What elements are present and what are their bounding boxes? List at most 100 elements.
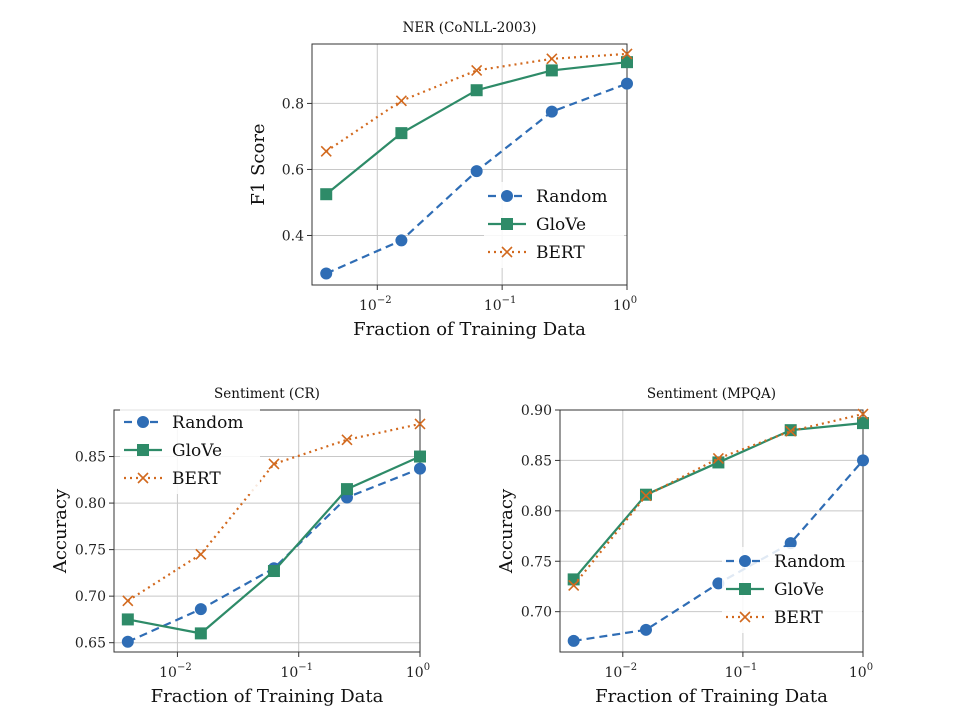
data-point-bert [568, 579, 580, 592]
y-axis-label: Accuracy [496, 488, 517, 574]
y-tick-label: 0.4 [282, 228, 304, 244]
x-tick-base: 10 [484, 298, 502, 314]
x-tick-base: 10 [406, 665, 424, 681]
x-tick-label: 10−1 [280, 662, 313, 681]
x-tick-exponent: −1 [298, 662, 313, 673]
x-tick-base: 10 [725, 665, 743, 681]
legend-marker-bert [739, 611, 751, 623]
chart-title: NER (CoNLL-2003) [403, 20, 537, 36]
y-axis-label: Accuracy [50, 488, 71, 574]
legend-marker-random [137, 416, 149, 428]
data-point-glove [320, 188, 333, 201]
x-tick-exponent: 0 [424, 662, 430, 673]
y-tick-label: 0.80 [75, 496, 106, 512]
legend: Random GloVe BERT [120, 408, 260, 494]
x-tick-label: 100 [849, 662, 873, 681]
data-point-bert [546, 53, 558, 65]
x-tick-base: 10 [849, 665, 867, 681]
series-line-bert [325, 52, 628, 153]
legend-marker-glove [137, 444, 149, 456]
x-tick-label: 10−1 [484, 295, 517, 314]
data-point-glove [121, 613, 134, 626]
data-point-bert [320, 145, 332, 157]
y-tick-label: 0.90 [521, 403, 552, 419]
data-point-bert [640, 490, 652, 502]
x-tick-base: 10 [359, 298, 377, 314]
legend-label-random: Random [172, 413, 244, 433]
x-tick-label: 10−2 [359, 295, 392, 314]
chart-title: Sentiment (CR) [214, 386, 320, 402]
y-tick-label: 0.75 [75, 543, 106, 559]
y-tick-label: 0.80 [521, 504, 552, 520]
legend-marker-random [501, 190, 513, 202]
x-tick-base: 10 [280, 665, 298, 681]
data-point-random [545, 105, 558, 118]
y-tick-label: 0.70 [75, 589, 106, 605]
data-point-bert [341, 434, 353, 446]
y-tick-label: 0.6 [282, 162, 304, 178]
legend-marker-random [739, 555, 751, 567]
chart-panel-3: 10−2 10−1 1000.700.750.800.850.90Sentiment… [496, 386, 873, 707]
x-axis-label: Fraction of Training Data [595, 686, 828, 707]
x-tick-label: 10−1 [725, 662, 758, 681]
legend-marker-bert [137, 472, 149, 484]
x-tick-exponent: −2 [622, 662, 637, 673]
data-point-bert [414, 418, 426, 430]
x-tick-label: 100 [613, 295, 637, 314]
data-point-bert [268, 458, 280, 470]
legend-marker-glove [501, 218, 513, 230]
x-tick-base: 10 [613, 298, 631, 314]
data-point-glove [340, 483, 353, 496]
y-tick-label: 0.70 [521, 605, 552, 621]
x-tick-base: 10 [159, 665, 177, 681]
x-tick-label: 10−2 [159, 662, 192, 681]
x-tick-exponent: −1 [742, 662, 757, 673]
y-tick-label: 0.65 [75, 636, 106, 652]
legend-label-bert: BERT [774, 608, 823, 628]
x-tick-label: 100 [406, 662, 430, 681]
data-point-bert [395, 95, 407, 107]
x-axis-label: Fraction of Training Data [151, 686, 384, 707]
data-point-glove [470, 84, 483, 97]
legend-label-glove: GloVe [172, 441, 222, 461]
data-point-glove [395, 127, 408, 140]
legend-marker-bert [501, 246, 513, 258]
data-point-glove [621, 56, 633, 69]
data-point-random [567, 634, 580, 647]
data-point-bert [857, 408, 869, 420]
data-point-glove [194, 627, 207, 640]
legend-label-bert: BERT [172, 469, 221, 489]
x-axis-label: Fraction of Training Data [353, 319, 586, 340]
legend-label-bert: BERT [536, 243, 585, 263]
legend-label-glove: GloVe [536, 215, 586, 235]
legend: Random GloVe BERT [484, 182, 624, 268]
data-point-random [784, 537, 797, 550]
x-tick-exponent: −2 [377, 295, 392, 306]
legend-label-glove: GloVe [774, 580, 824, 600]
data-point-random [121, 635, 134, 648]
chart-panel-2: 10−2 10−1 1000.650.700.750.800.85Sentiment… [50, 386, 430, 707]
data-point-bert [621, 48, 633, 60]
plot-frame [311, 43, 628, 286]
data-point-random [414, 462, 426, 475]
y-tick-label: 0.75 [521, 554, 552, 570]
y-tick-label: 0.85 [521, 453, 552, 469]
data-point-random [857, 454, 869, 467]
data-point-random [194, 603, 207, 616]
data-point-bert [195, 548, 207, 560]
data-point-random [320, 267, 333, 280]
series-line-random [127, 467, 421, 643]
data-point-random [395, 234, 408, 247]
data-point-glove [857, 417, 869, 430]
data-point-bert [712, 452, 724, 464]
data-point-glove [712, 456, 725, 469]
chart-title: Sentiment (MPQA) [647, 386, 776, 402]
data-point-glove [545, 64, 558, 77]
plot-frame [559, 409, 864, 653]
data-point-random [470, 165, 483, 178]
legend-label-random: Random [774, 552, 846, 572]
legend: Random GloVe BERT [722, 547, 862, 633]
data-point-random [621, 77, 633, 90]
